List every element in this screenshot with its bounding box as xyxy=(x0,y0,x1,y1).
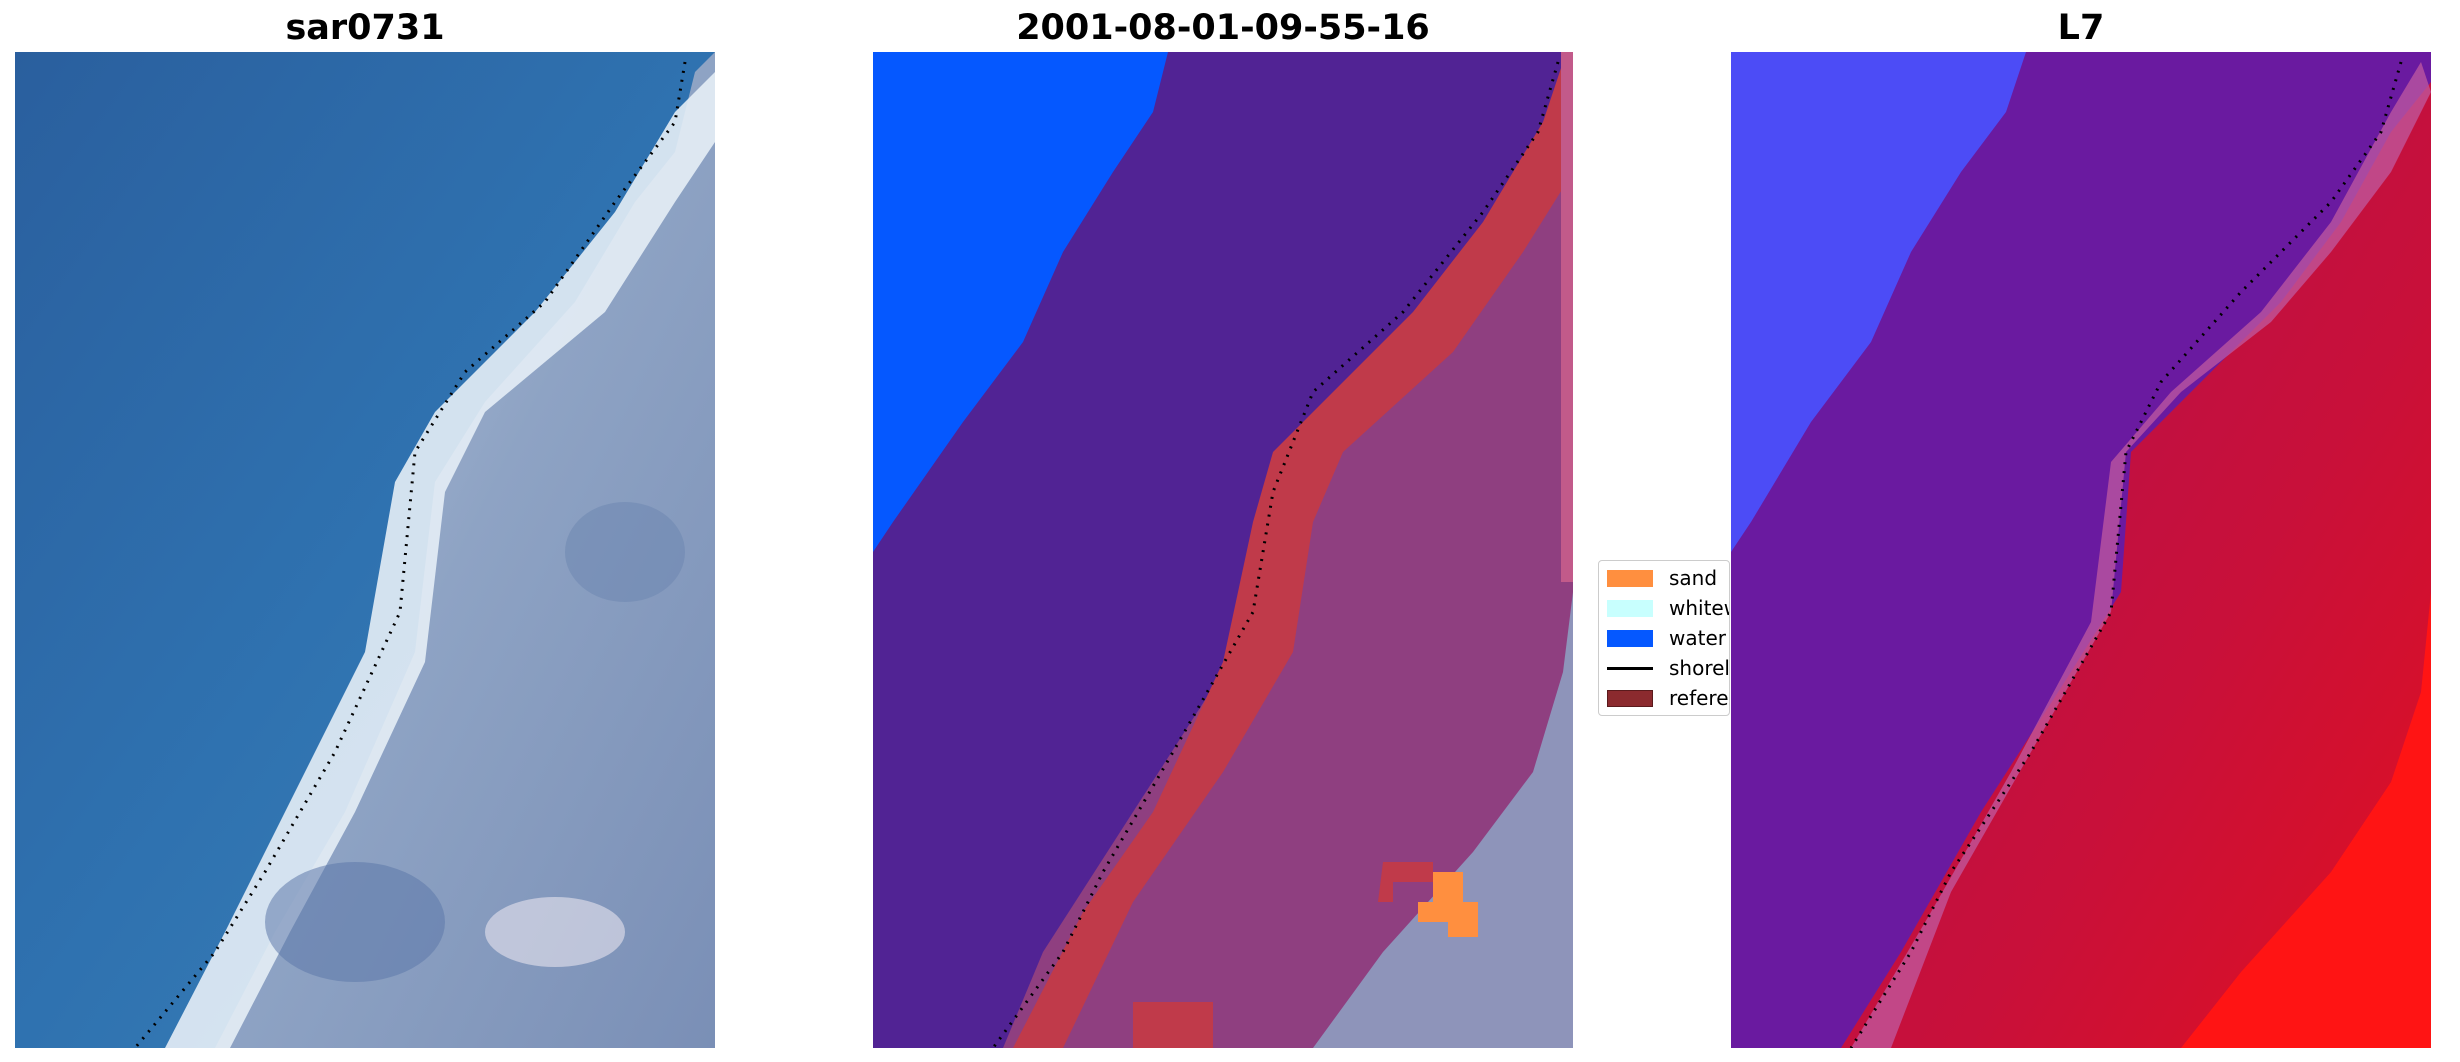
l7-transition xyxy=(1851,62,2431,1048)
panel-classification xyxy=(873,52,1573,1048)
legend-label: water xyxy=(1669,626,1726,650)
panel-title-rgb: sar0731 xyxy=(285,8,445,48)
legend-swatch-whitewater xyxy=(1607,599,1653,617)
panel-l7 xyxy=(1731,52,2431,1048)
class-edge-strip xyxy=(1561,52,1573,582)
class-water xyxy=(873,52,1168,552)
l7-land xyxy=(1841,82,2431,1048)
legend-line-shoreline xyxy=(1607,666,1653,670)
class-sand xyxy=(1418,872,1478,937)
l7-water xyxy=(1731,52,2026,552)
legend-label: sand xyxy=(1669,566,1718,590)
panel-title-l7: L7 xyxy=(2057,8,2105,48)
panel-title-classification: 2001-08-01-09-55-16 xyxy=(1016,8,1430,48)
land-highlight xyxy=(485,897,625,967)
class-reference-patch xyxy=(1378,862,1433,902)
legend-swatch-water xyxy=(1607,629,1653,647)
l7-bright-area xyxy=(2181,592,2431,1048)
legend-swatch-reference xyxy=(1607,689,1653,707)
rgb-image-svg xyxy=(15,52,715,1048)
legend-item-sand: sand xyxy=(1607,565,1717,591)
classification-svg xyxy=(873,52,1573,1048)
class-reference-patch xyxy=(1133,1002,1213,1048)
legend-swatch-sand xyxy=(1607,569,1653,587)
legend-label: shorel xyxy=(1669,656,1730,680)
legend-item-reference: referen xyxy=(1607,685,1729,711)
class-land-gray xyxy=(1313,592,1573,1048)
land-shadow xyxy=(565,502,685,602)
whitewater-band xyxy=(165,72,715,1048)
l7-svg xyxy=(1731,52,2431,1048)
land-shadow xyxy=(265,862,445,982)
legend-label: referen xyxy=(1669,686,1729,710)
panel-rgb-image xyxy=(15,52,715,1048)
legend-item-shoreline: shorel xyxy=(1607,655,1730,681)
reference-shoreline xyxy=(133,61,687,1048)
class-reference-band xyxy=(1013,62,1573,1048)
legend-item-water: water xyxy=(1607,625,1726,651)
